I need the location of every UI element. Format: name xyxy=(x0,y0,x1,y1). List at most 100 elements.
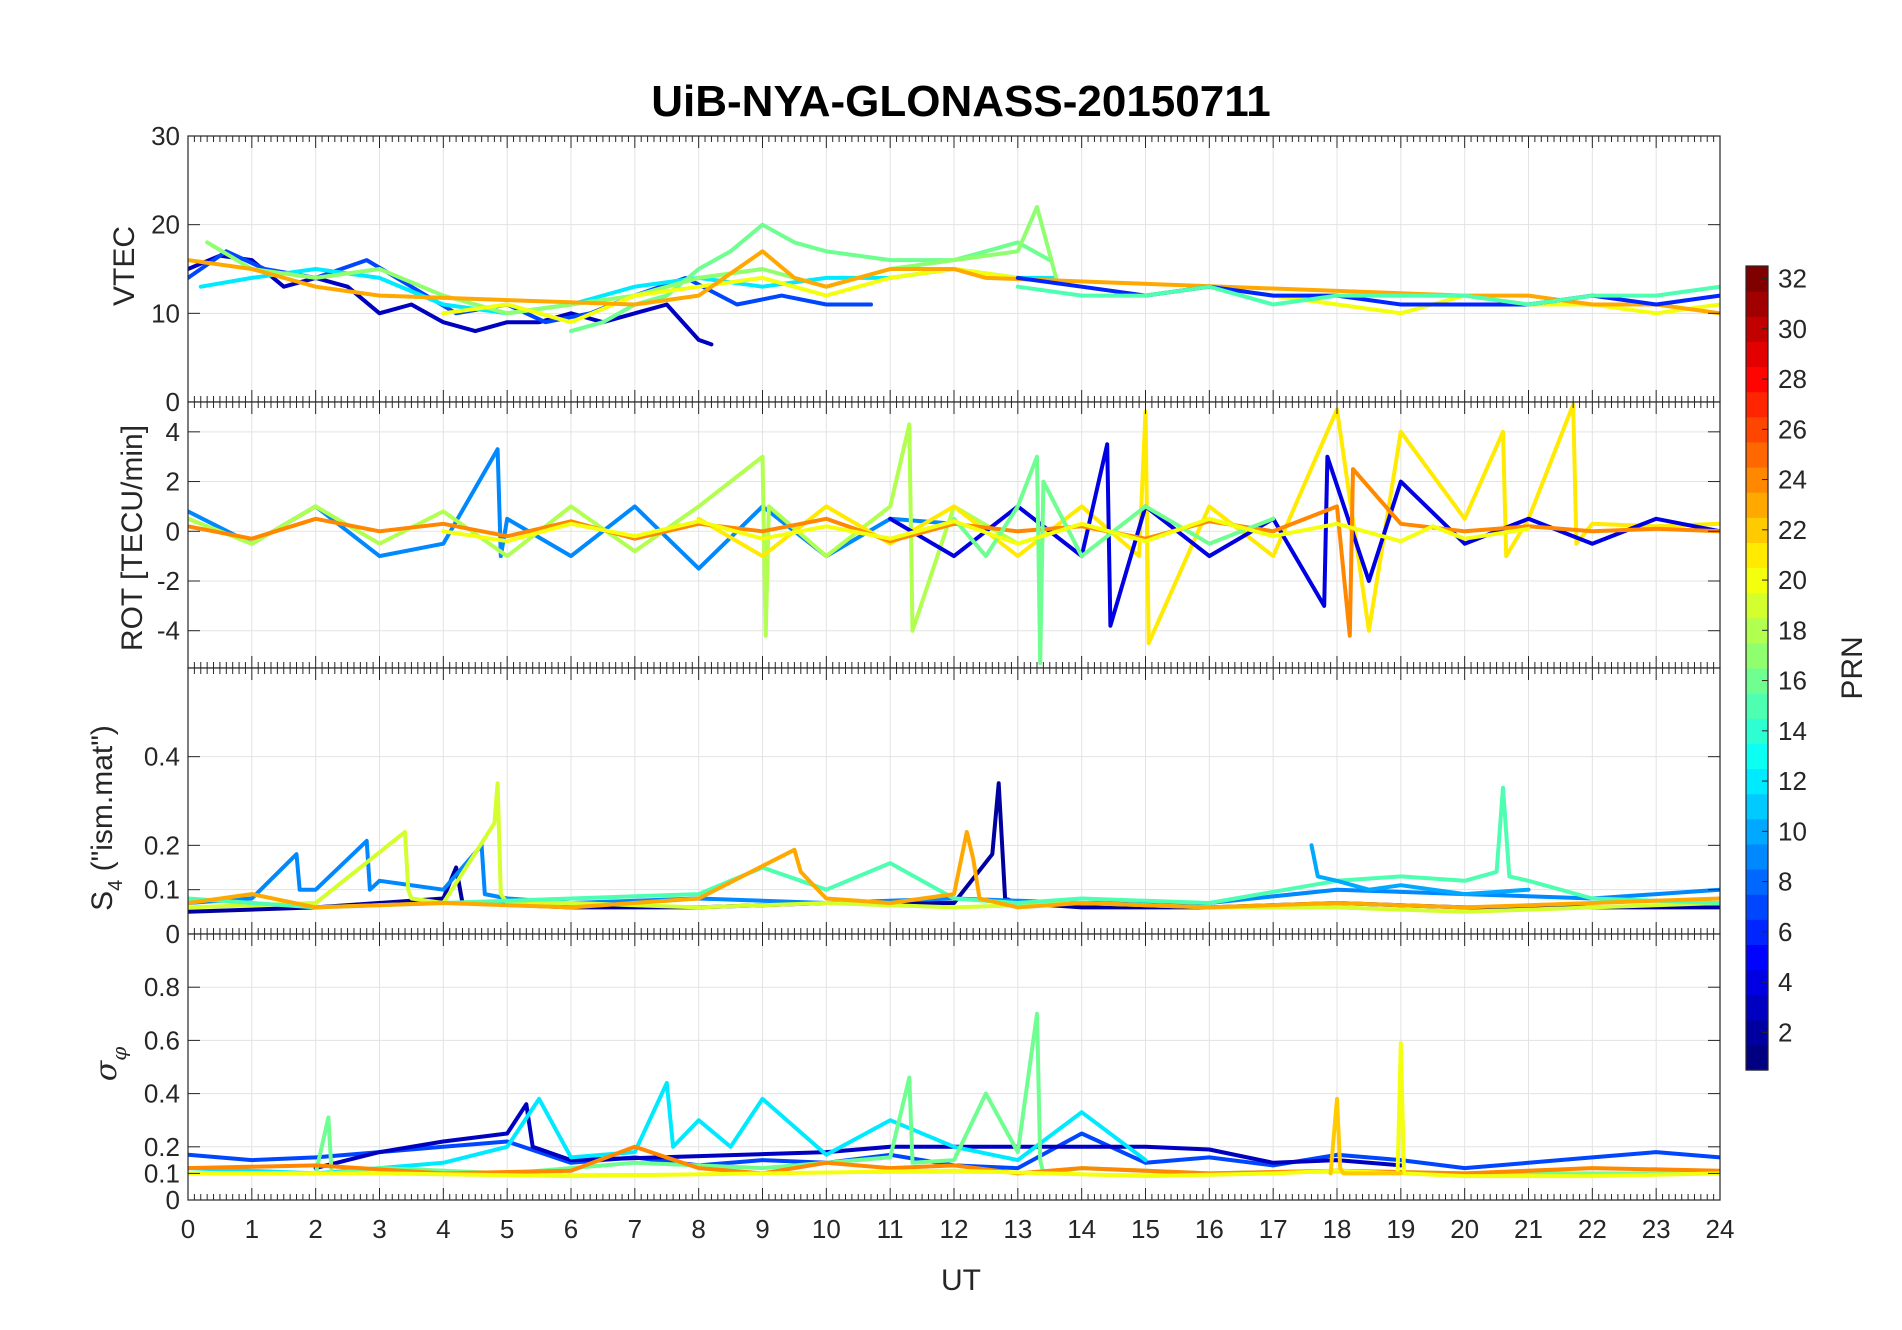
colorbar-swatch xyxy=(1746,718,1768,744)
panel-rot: -4 -2 0 2 4 xyxy=(157,401,1721,669)
colorbar-swatch xyxy=(1746,1044,1768,1071)
y-axis-labels: VTEC ROT [TECU/min] S4 ("ism.mat") σφ xyxy=(86,226,149,1081)
rot-axis-label: ROT [TECU/min] xyxy=(116,425,149,651)
panel-vtec: 0 10 20 30 xyxy=(151,121,1721,417)
colorbar-swatch xyxy=(1746,693,1768,719)
series-prn-20 xyxy=(188,1041,1720,1179)
y-tick-label: 0 xyxy=(166,387,180,417)
y-tick-label: 0.2 xyxy=(144,1132,180,1162)
panel-sigma-phi: 00.10.2 0.4 0.6 0.8 xyxy=(144,933,1721,1215)
s4-axis-label-main: S xyxy=(86,891,119,911)
colorbar-tick-label: 20 xyxy=(1778,565,1807,595)
series-prn-12 xyxy=(188,1081,1148,1176)
chart-title: UiB-NYA-GLONASS-20150711 xyxy=(651,77,1271,126)
x-tick-label: 13 xyxy=(1003,1214,1032,1244)
y-tick-label: 0.6 xyxy=(144,1025,180,1055)
y-tick-label: 0 xyxy=(166,919,180,949)
colorbar-swatch xyxy=(1746,467,1768,493)
x-tick-label: 0 xyxy=(181,1214,195,1244)
colorbar-tick-label: 32 xyxy=(1778,264,1807,294)
series-prn-3 xyxy=(188,253,714,347)
x-tick-label: 1 xyxy=(245,1214,259,1244)
x-tick-label: 5 xyxy=(500,1214,514,1244)
y-tick-label: 0.2 xyxy=(144,830,180,860)
colorbar-tick-label: 16 xyxy=(1778,666,1807,696)
y-tick-label: 20 xyxy=(151,210,180,240)
y-tick-label: 0.1 xyxy=(144,1158,180,1188)
colorbar-swatch xyxy=(1746,517,1768,543)
series-prn-9 xyxy=(188,838,1720,905)
y-tick-label: -4 xyxy=(157,616,180,646)
y-tick-label: 0.4 xyxy=(144,1079,180,1109)
x-tick-label: 19 xyxy=(1386,1214,1415,1244)
series-prn-4 xyxy=(888,442,1720,628)
colorbar-swatch xyxy=(1746,341,1768,368)
colorbar-swatch xyxy=(1746,366,1768,393)
colorbar-tick-label: 12 xyxy=(1778,766,1807,796)
y-tick-label: 4 xyxy=(166,417,180,447)
colorbar-swatch xyxy=(1746,291,1768,317)
series-prn-23 xyxy=(188,249,1720,316)
colorbar-swatch xyxy=(1746,642,1768,669)
colorbar-tick-label: 30 xyxy=(1778,314,1807,344)
x-tick-label: 3 xyxy=(372,1214,386,1244)
svg-text:σφ: σφ xyxy=(89,1047,131,1082)
x-tick-label: 18 xyxy=(1323,1214,1352,1244)
colorbar-swatch xyxy=(1746,391,1768,418)
x-axis-label: UT xyxy=(941,1264,981,1297)
colorbar-swatch xyxy=(1746,1019,1768,1046)
colorbar-swatch xyxy=(1746,969,1768,996)
series-prn-19 xyxy=(188,781,1720,914)
y-tick-label: 0 xyxy=(166,1185,180,1215)
colorbar-swatch xyxy=(1746,919,1768,945)
x-tick-labels: 0 1 2 3 4 5 6 7 8 9 10 11 12 13 14 15 16 17 18 19 20 21 22 23 24 xyxy=(181,1214,1735,1244)
sigma-axis-label-main: σ xyxy=(89,1059,124,1081)
colorbar-swatch xyxy=(1746,567,1768,594)
x-tick-label: 22 xyxy=(1578,1214,1607,1244)
svg-text:S4 ("ism.mat"): S4 ("ism.mat") xyxy=(86,725,127,911)
colorbar-tick-label: 22 xyxy=(1778,515,1807,545)
s4-axis-label-sub: 4 xyxy=(105,880,127,891)
colorbar-swatch xyxy=(1746,542,1768,569)
x-tick-label: 9 xyxy=(755,1214,769,1244)
x-tick-label: 21 xyxy=(1514,1214,1543,1244)
colorbar-tick-label: 4 xyxy=(1778,967,1792,997)
x-tick-label: 12 xyxy=(940,1214,969,1244)
x-tick-label: 16 xyxy=(1195,1214,1224,1244)
x-tick-label: 4 xyxy=(436,1214,450,1244)
colorbar-swatch xyxy=(1746,441,1768,468)
series-group xyxy=(188,1011,1720,1179)
vtec-axis-label: VTEC xyxy=(108,226,141,306)
series-prn-20 xyxy=(441,516,1531,546)
x-tick-label: 20 xyxy=(1450,1214,1479,1244)
colorbar-swatch xyxy=(1746,592,1768,619)
series-prn-17 xyxy=(205,204,1059,316)
series-group xyxy=(188,402,1720,665)
y-tick-label: 0.8 xyxy=(144,972,180,1002)
sigma-axis-label-sub: φ xyxy=(107,1047,131,1061)
colorbar-tick-label: 18 xyxy=(1778,615,1807,645)
colorbar-swatch xyxy=(1746,994,1768,1021)
series-prn-22 xyxy=(1328,1096,1403,1176)
colorbar-swatch xyxy=(1746,793,1768,820)
series-prn-23 xyxy=(188,830,1720,910)
x-tick-label: 23 xyxy=(1642,1214,1671,1244)
colorbar-label: PRN xyxy=(1836,636,1869,699)
colorbar-tick-label: 10 xyxy=(1778,816,1807,846)
y-tick-label: 30 xyxy=(151,121,180,151)
colorbar-swatch xyxy=(1746,818,1768,845)
colorbar-tick-label: 6 xyxy=(1778,917,1792,947)
y-tick-label: 10 xyxy=(151,298,180,328)
colorbar-swatch xyxy=(1746,768,1768,795)
colorbar-tick-label: 14 xyxy=(1778,716,1807,746)
x-tick-label: 11 xyxy=(877,1214,904,1244)
x-tick-label: 17 xyxy=(1259,1214,1288,1244)
y-tick-label: 0 xyxy=(166,516,180,546)
x-tick-label: 10 xyxy=(812,1214,841,1244)
colorbar-swatch xyxy=(1746,843,1768,870)
x-tick-label: 2 xyxy=(308,1214,322,1244)
s4-axis-label-suffix: ("ism.mat") xyxy=(86,725,119,880)
series-prn-18 xyxy=(188,422,1020,638)
